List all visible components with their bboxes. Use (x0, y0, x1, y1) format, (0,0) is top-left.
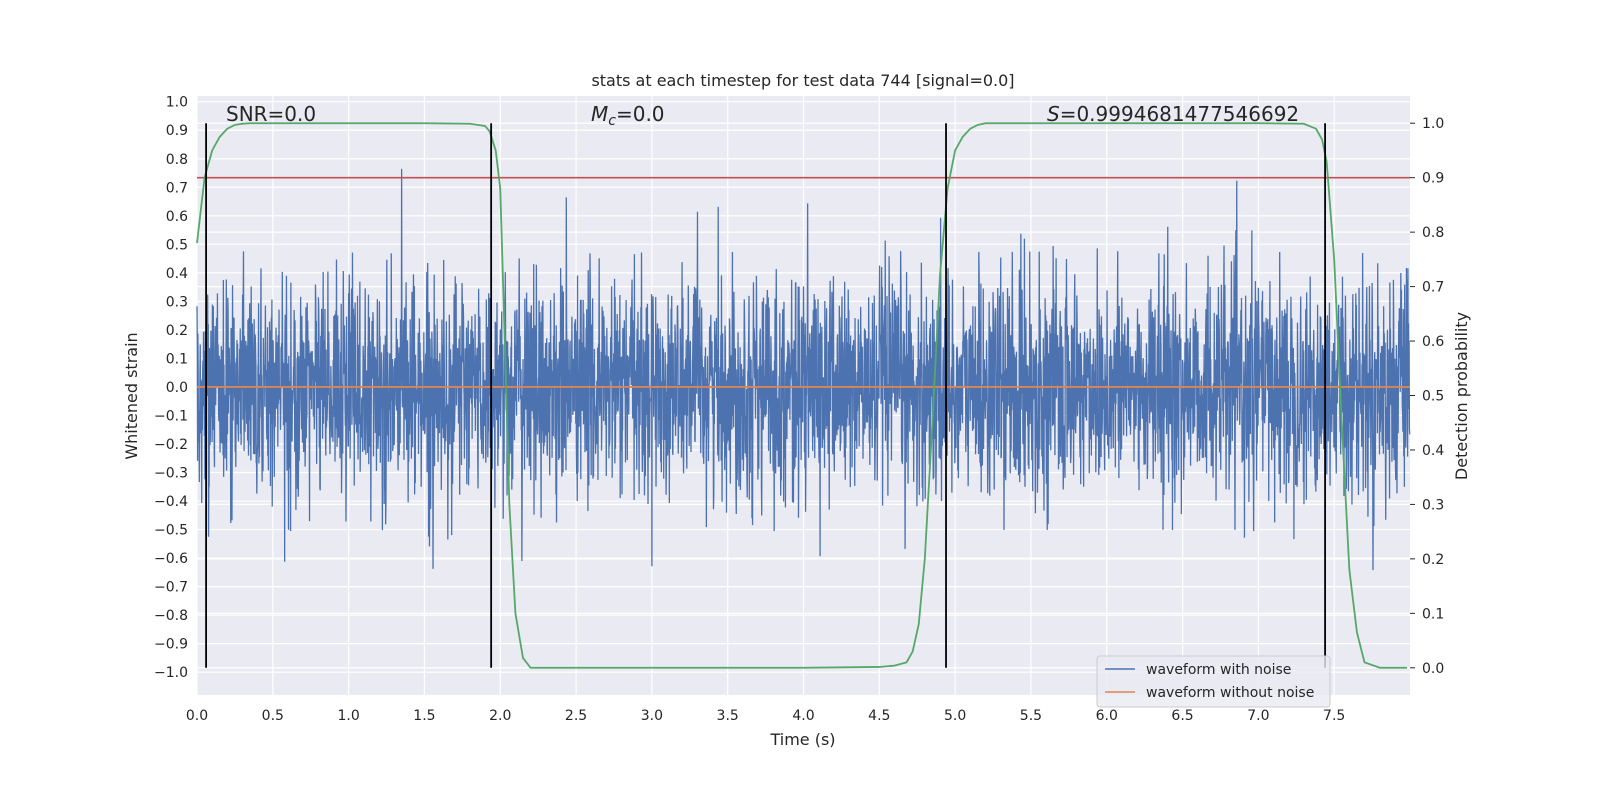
y-left-tick-label: −0.8 (154, 608, 188, 624)
y-left-tick-label: 0.5 (166, 237, 188, 253)
x-tick-label: 6.5 (1171, 708, 1193, 724)
y-left-tick-label: 0.7 (166, 180, 188, 196)
x-tick-label: 3.5 (717, 708, 739, 724)
y-right-tick-label: 0.4 (1422, 443, 1444, 459)
legend-label-clean: waveform without noise (1146, 685, 1314, 701)
detection-probability-line (196, 122, 1407, 669)
x-tick-label: 7.5 (1323, 708, 1345, 724)
x-tick-label: 4.0 (792, 708, 814, 724)
legend-box (1096, 655, 1331, 708)
annotation-mc-subscript: c (608, 113, 616, 129)
y-left-tick-label: 0.9 (166, 123, 188, 139)
y-right-tick-label: 0.3 (1422, 497, 1444, 513)
y-right-tick-label: 0.6 (1422, 334, 1444, 350)
y-right-tick-label: 0.5 (1422, 389, 1444, 405)
x-tick-label: 3.0 (641, 708, 663, 724)
y-left-tick-label: 0.2 (166, 323, 188, 339)
x-tick-label: 2.0 (489, 708, 511, 724)
y-left-tick-label: −0.9 (154, 637, 188, 653)
annotation-mc-value: =0.0 (616, 102, 665, 126)
x-tick-label: 1.5 (413, 708, 435, 724)
legend: waveform with noise waveform without noi… (1096, 655, 1331, 708)
noise-series (196, 168, 1411, 571)
x-tick-label: 2.5 (565, 708, 587, 724)
x-tick-label: 0.5 (262, 708, 284, 724)
y-left-tick-label: 0.4 (166, 266, 188, 282)
probability-series (196, 122, 1407, 669)
x-tick-label: 6.0 (1096, 708, 1118, 724)
x-tick-label: 5.0 (944, 708, 966, 724)
x-axis-label: Time (s) (769, 730, 835, 749)
chart-title: stats at each timestep for test data 744… (591, 71, 1014, 90)
y-right-tick-label: 0.0 (1422, 661, 1444, 677)
y-right-tick-label: 0.1 (1422, 606, 1444, 622)
y-left-tick-label: 0.8 (166, 152, 188, 168)
y-left-tick-label: −1.0 (154, 665, 188, 681)
annotation-snr: SNR=0.0 (226, 102, 316, 126)
annotation-mc-symbol: M (591, 102, 608, 126)
y-left-tick-label: 0.0 (166, 380, 188, 396)
annotation-significance: S=0.9994681477546692 (1047, 102, 1299, 126)
y-left-tick-label: −0.2 (154, 437, 188, 453)
x-tick-labels: 0.0 0.5 1.0 1.5 2.0 2.5 3.0 3.5 4.0 4.5 5.0 5.5 6.0 6… (186, 708, 1345, 724)
y-right-tick-label: 0.9 (1422, 171, 1444, 187)
vertical-markers (205, 123, 1326, 668)
y-right-tick-labels: 0.0 0.1 0.2 0.3 0.4 0.5 0.6 0.7 0.8 0.9 1.0 (1410, 116, 1444, 677)
x-tick-label: 7.0 (1247, 708, 1269, 724)
y-left-tick-label: −0.5 (154, 523, 188, 539)
y-right-axis-label: Detection probability (1452, 312, 1471, 480)
y-left-tick-label: 0.6 (166, 209, 188, 225)
y-right-tick-label: 1.0 (1422, 116, 1444, 132)
y-left-axis-label: Whitened strain (122, 332, 141, 459)
y-left-tick-label: −0.4 (154, 494, 188, 510)
y-right-tick-label: 0.8 (1422, 225, 1444, 241)
x-tick-label: 5.5 (1020, 708, 1042, 724)
annotation-s-symbol: S (1047, 102, 1060, 126)
y-right-tick-label: 0.7 (1422, 280, 1444, 296)
x-tick-label: 4.5 (868, 708, 890, 724)
y-left-tick-label: 1.0 (166, 95, 188, 111)
y-right-tick-label: 0.2 (1422, 552, 1444, 568)
x-tick-label: 0.0 (186, 708, 208, 724)
y-left-tick-label: −0.1 (154, 408, 188, 424)
waveform-with-noise-line (196, 168, 1411, 571)
y-left-tick-labels: −1.0 −0.9 −0.8 −0.7 −0.6 −0.5 −0.4 −0.3 −0.2 −0.1… (154, 95, 188, 681)
legend-label-noise: waveform with noise (1146, 662, 1291, 678)
y-left-tick-label: −0.3 (154, 466, 188, 482)
y-left-tick-label: −0.6 (154, 551, 188, 567)
y-left-tick-label: 0.1 (166, 351, 188, 367)
x-tick-label: 1.0 (337, 708, 359, 724)
y-left-tick-label: 0.3 (166, 294, 188, 310)
annotation-chirp-mass: Mc=0.0 (591, 102, 665, 129)
y-left-tick-label: −0.7 (154, 580, 188, 596)
annotation-s-value: =0.9994681477546692 (1060, 102, 1299, 126)
